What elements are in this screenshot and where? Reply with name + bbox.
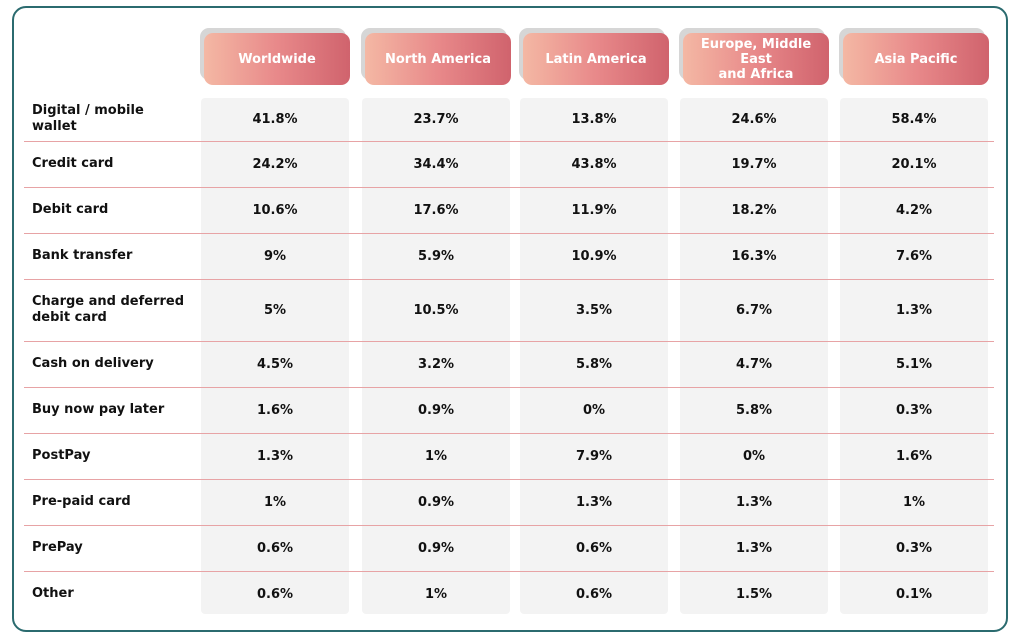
table-cell: 1.5% xyxy=(735,586,773,602)
row-divider xyxy=(24,187,994,188)
row-label: PostPay xyxy=(32,448,91,463)
row-divider xyxy=(24,479,994,480)
table-cell: 6.7% xyxy=(735,302,773,318)
table-cell: 19.7% xyxy=(731,156,777,172)
row-divider xyxy=(24,233,994,234)
table-cell: 5.8% xyxy=(735,402,773,418)
row-divider xyxy=(24,433,994,434)
table-cell: 1.6% xyxy=(895,448,933,464)
table-cell: 0.9% xyxy=(417,494,455,510)
table-cell: 34.4% xyxy=(413,156,459,172)
table-cell: 18.2% xyxy=(731,202,777,218)
table-cell: 7.6% xyxy=(895,248,933,264)
table-cell: 3.2% xyxy=(417,356,455,372)
table-cell: 1.3% xyxy=(735,494,773,510)
row-label: Digital / mobile wallet xyxy=(32,103,144,134)
table-cell: 5.8% xyxy=(575,356,613,372)
row-divider xyxy=(24,341,994,342)
column-header-label: Latin America xyxy=(545,51,647,67)
table-cell: 0.9% xyxy=(417,402,455,418)
row-divider xyxy=(24,525,994,526)
table-cell: 20.1% xyxy=(891,156,937,172)
column-header: Latin America xyxy=(523,33,669,85)
table-cell: 10.5% xyxy=(413,302,459,318)
table-cell: 0.1% xyxy=(895,586,933,602)
table-cell: 11.9% xyxy=(571,202,617,218)
table-cell: 5.1% xyxy=(895,356,933,372)
row-label: Charge and deferred debit card xyxy=(32,294,185,325)
column-background xyxy=(520,98,668,614)
table-cell: 24.6% xyxy=(731,111,777,127)
table-cell: 4.5% xyxy=(256,356,294,372)
column-header: Asia Pacific xyxy=(843,33,989,85)
table-cell: 58.4% xyxy=(891,111,937,127)
table-cell: 7.9% xyxy=(575,448,613,464)
table-cell: 0.3% xyxy=(895,402,933,418)
table-cell: 0.6% xyxy=(256,586,294,602)
table-cell: 10.9% xyxy=(571,248,617,264)
table-cell: 13.8% xyxy=(571,111,617,127)
table-cell: 10.6% xyxy=(252,202,298,218)
table-cell: 17.6% xyxy=(413,202,459,218)
column-header-label: Europe, Middle East and Africa xyxy=(700,36,812,82)
row-label: Other xyxy=(32,586,74,601)
row-label: Buy now pay later xyxy=(32,402,165,417)
table-cell: 1.3% xyxy=(735,540,773,556)
table-cell: 1% xyxy=(263,494,287,510)
row-divider xyxy=(24,571,994,572)
column-background xyxy=(201,98,349,614)
column-header-label: Worldwide xyxy=(238,51,316,67)
row-label: Bank transfer xyxy=(32,248,133,263)
table-cell: 4.2% xyxy=(895,202,933,218)
column-header-label: North America xyxy=(385,51,491,67)
table-cell: 43.8% xyxy=(571,156,617,172)
table-cell: 5% xyxy=(263,302,287,318)
row-label: Debit card xyxy=(32,202,109,217)
table-cell: 0.6% xyxy=(256,540,294,556)
column-background xyxy=(362,98,510,614)
table-cell: 1.6% xyxy=(256,402,294,418)
row-divider xyxy=(24,387,994,388)
row-divider xyxy=(24,141,994,142)
table-cell: 0.6% xyxy=(575,586,613,602)
table-cell: 0.6% xyxy=(575,540,613,556)
row-divider xyxy=(24,279,994,280)
row-label: PrePay xyxy=(32,540,83,555)
column-header-label: Asia Pacific xyxy=(874,51,958,67)
table-cell: 41.8% xyxy=(252,111,298,127)
table-cell: 0% xyxy=(742,448,766,464)
table-cell: 4.7% xyxy=(735,356,773,372)
table-cell: 9% xyxy=(263,248,287,264)
table-cell: 1% xyxy=(424,586,448,602)
table-cell: 0.9% xyxy=(417,540,455,556)
table-cell: 5.9% xyxy=(417,248,455,264)
table-cell: 1% xyxy=(424,448,448,464)
column-header: Europe, Middle East and Africa xyxy=(683,33,829,85)
table-cell: 1.3% xyxy=(575,494,613,510)
table-cell: 3.5% xyxy=(575,302,613,318)
column-background xyxy=(840,98,988,614)
row-label: Credit card xyxy=(32,156,114,171)
table-cell: 1% xyxy=(902,494,926,510)
table-cell: 1.3% xyxy=(256,448,294,464)
column-header: Worldwide xyxy=(204,33,350,85)
table-cell: 24.2% xyxy=(252,156,298,172)
row-label: Pre-paid card xyxy=(32,494,131,509)
column-background xyxy=(680,98,828,614)
table-cell: 23.7% xyxy=(413,111,459,127)
column-header: North America xyxy=(365,33,511,85)
table-cell: 0% xyxy=(582,402,606,418)
table-cell: 16.3% xyxy=(731,248,777,264)
row-label: Cash on delivery xyxy=(32,356,154,371)
table-cell: 1.3% xyxy=(895,302,933,318)
table-cell: 0.3% xyxy=(895,540,933,556)
